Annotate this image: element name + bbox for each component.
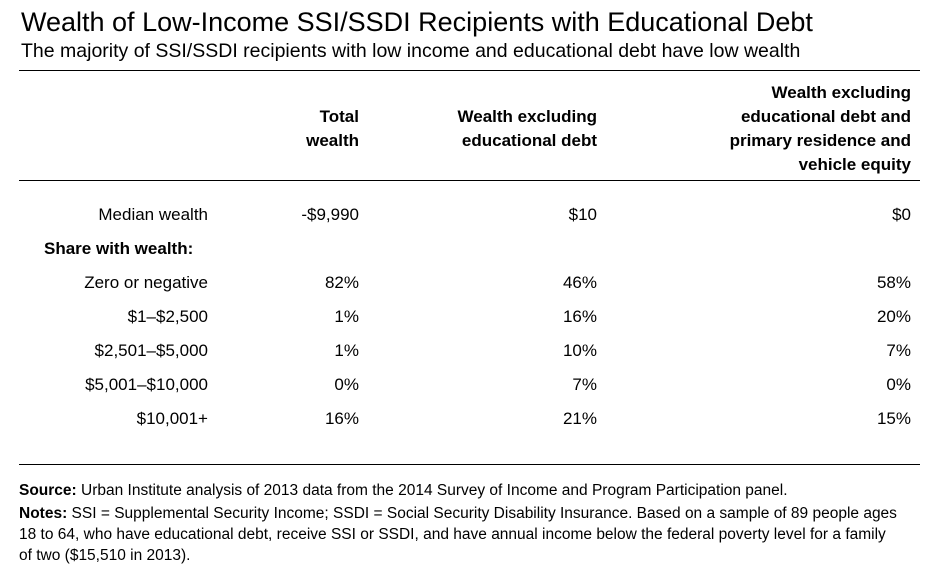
notes: Notes: SSI = Supplemental Security Incom… bbox=[19, 503, 899, 566]
column-header-total-wealth: Total wealth bbox=[306, 107, 359, 150]
row-label: $2,501–$5,000 bbox=[94, 341, 208, 360]
row-label: $10,001+ bbox=[136, 409, 208, 428]
table-row: $1–$2,500 1% 16% 20% bbox=[0, 305, 929, 329]
cell-total-wealth: 1% bbox=[334, 341, 359, 360]
cell-wealth-excl-all: 0% bbox=[886, 375, 911, 394]
cell-wealth-excl-all: 58% bbox=[876, 273, 911, 292]
table-row: $10,001+ 16% 21% 15% bbox=[0, 407, 929, 431]
bottom-rule bbox=[19, 464, 920, 465]
cell-wealth-excl-all: 15% bbox=[876, 409, 911, 428]
cell-total-wealth: 0% bbox=[334, 375, 359, 394]
column-header-wealth-excl-edu-debt-residence-vehicle: Wealth excluding educational debt and pr… bbox=[729, 83, 911, 174]
cell-wealth-excl-edu-debt: $10 bbox=[568, 205, 597, 224]
cell-total-wealth: -$9,990 bbox=[301, 205, 359, 224]
cell-total-wealth: 1% bbox=[334, 307, 359, 326]
row-label: Median wealth bbox=[98, 205, 208, 224]
cell-wealth-excl-all: $0 bbox=[892, 205, 911, 224]
cell-wealth-excl-all: 20% bbox=[876, 307, 911, 326]
header-rule bbox=[19, 180, 920, 181]
cell-wealth-excl-all: 7% bbox=[886, 341, 911, 360]
cell-wealth-excl-edu-debt: 16% bbox=[562, 307, 597, 326]
source-text: Urban Institute analysis of 2013 data fr… bbox=[76, 482, 788, 499]
source-label: Source: bbox=[19, 482, 77, 499]
page-subtitle: The majority of SSI/SSDI recipients with… bbox=[21, 40, 801, 62]
share-section-header: Share with wealth: bbox=[0, 237, 929, 261]
source-note: Source: Urban Institute analysis of 2013… bbox=[19, 480, 899, 501]
column-header-wealth-excl-edu-debt: Wealth excluding educational debt bbox=[457, 107, 598, 150]
share-header-label: Share with wealth: bbox=[44, 239, 194, 258]
table-row-median: Median wealth -$9,990 $10 $0 bbox=[0, 203, 929, 227]
row-label: $5,001–$10,000 bbox=[85, 375, 208, 394]
cell-wealth-excl-edu-debt: 21% bbox=[562, 409, 597, 428]
table-row: Zero or negative 82% 46% 58% bbox=[0, 271, 929, 295]
cell-wealth-excl-edu-debt: 10% bbox=[562, 341, 597, 360]
row-label: Zero or negative bbox=[84, 273, 208, 292]
notes-text: SSI = Supplemental Security Income; SSDI… bbox=[19, 505, 897, 564]
notes-label: Notes: bbox=[19, 505, 68, 522]
table-row: $2,501–$5,000 1% 10% 7% bbox=[0, 339, 929, 363]
page-title: Wealth of Low-Income SSI/SSDI Recipients… bbox=[21, 7, 813, 37]
cell-wealth-excl-edu-debt: 7% bbox=[572, 375, 597, 394]
cell-total-wealth: 16% bbox=[324, 409, 359, 428]
row-label: $1–$2,500 bbox=[127, 307, 208, 326]
cell-wealth-excl-edu-debt: 46% bbox=[562, 273, 597, 292]
cell-total-wealth: 82% bbox=[324, 273, 359, 292]
table-row: $5,001–$10,000 0% 7% 0% bbox=[0, 373, 929, 397]
top-rule bbox=[19, 70, 920, 71]
